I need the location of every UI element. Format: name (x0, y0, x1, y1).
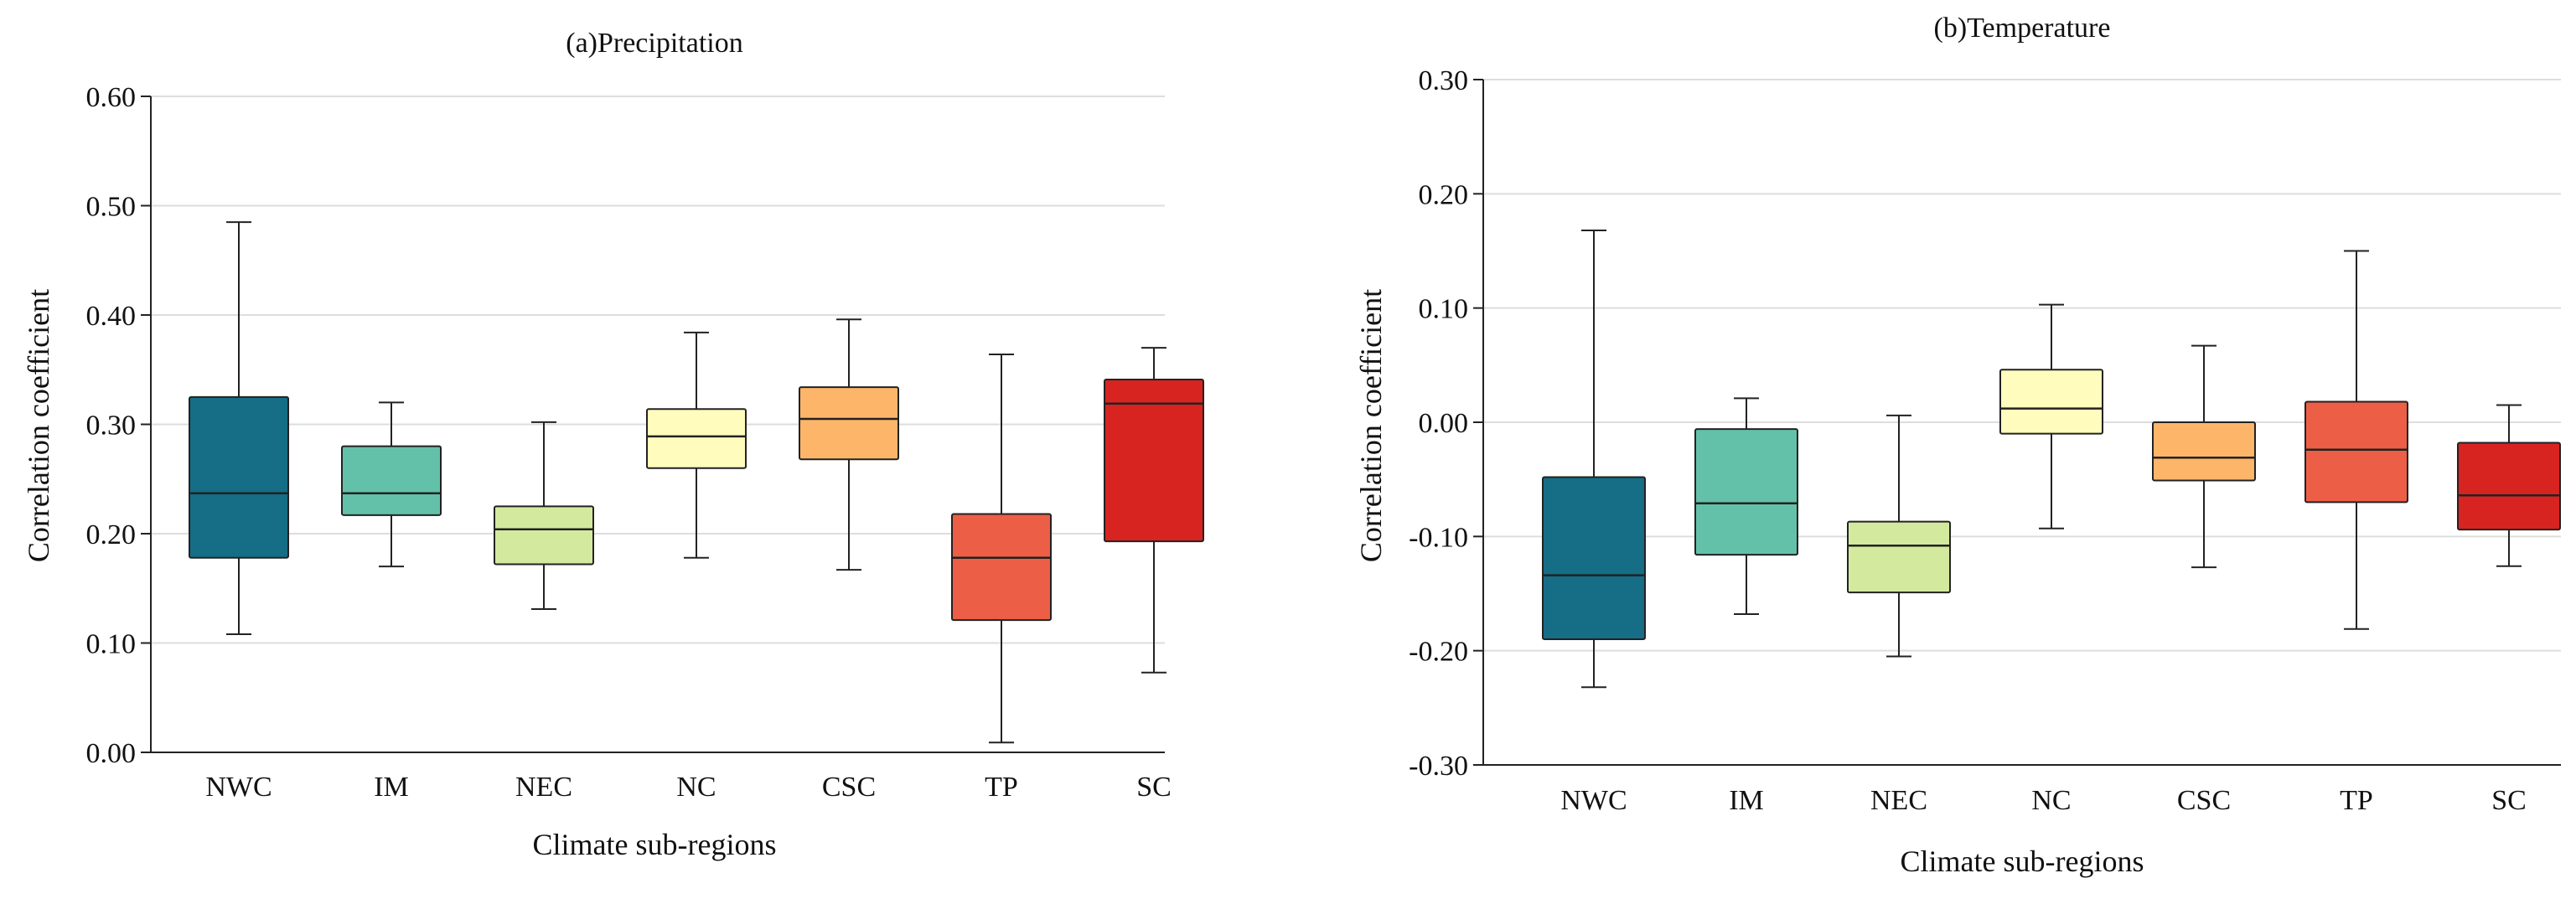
y-tick-label: -0.30 (1409, 751, 1468, 782)
iqr-box (799, 386, 899, 461)
x-tick-label: TP (985, 772, 1018, 803)
x-tick-label: NWC (1560, 785, 1627, 816)
x-tick-label: NEC (1870, 785, 1927, 816)
x-tick-label: CSC (2177, 785, 2231, 816)
iqr-box (494, 505, 594, 566)
y-tick-label: 0.30 (86, 411, 137, 442)
chart-title: (a)Precipitation (566, 28, 742, 59)
box-sc (1104, 347, 1204, 674)
y-tick-label: -0.20 (1409, 637, 1468, 668)
y-tick-label: 0.40 (86, 301, 137, 332)
box-im (1694, 397, 1798, 616)
iqr-box (189, 395, 289, 559)
box-nec (1847, 414, 1951, 658)
y-tick-label: 0.50 (86, 192, 137, 223)
y-tick-label: 0.10 (86, 629, 137, 660)
y-tick-label: 0.10 (1419, 294, 1469, 325)
iqr-box (1694, 428, 1798, 556)
axes: -0.30 -0.20 -0.10 0.00 0.10 0.20 0.30 NWC IM NEC N… (1409, 65, 2561, 816)
x-tick-label: CSC (822, 772, 876, 803)
iqr-box (951, 513, 1052, 622)
y-tick-label: 0.00 (1419, 408, 1469, 439)
box-nec (494, 421, 594, 611)
box-nc (646, 331, 747, 559)
x-tick-label: NC (2031, 785, 2071, 816)
box-tp (2304, 250, 2408, 630)
box-nwc (189, 221, 289, 636)
boxes (189, 221, 1204, 744)
x-tick-label: NEC (515, 772, 572, 803)
box-csc (2152, 344, 2256, 569)
iqr-box (2152, 421, 2256, 482)
panel-temperature: (b)Temperature Correlation coefficient C… (1354, 13, 2561, 878)
x-tick-label: NWC (205, 772, 272, 803)
x-axis-label: Climate sub-regions (533, 828, 777, 861)
y-tick-label: 0.00 (86, 738, 137, 769)
y-tick-label: -0.10 (1409, 522, 1468, 553)
box-tp (951, 353, 1052, 744)
x-tick-label: NC (676, 772, 716, 803)
y-tick-label: 0.20 (86, 519, 137, 550)
y-axis-label: Correlation coefficient (22, 289, 55, 562)
iqr-box (341, 445, 442, 516)
iqr-box (2457, 442, 2561, 531)
x-axis-label: Climate sub-regions (1901, 845, 2144, 878)
box-nc (1999, 303, 2103, 529)
y-tick-label: 0.30 (1419, 65, 1469, 96)
boxes (1542, 229, 2561, 689)
iqr-box (1542, 476, 1646, 641)
x-tick-label: IM (1729, 785, 1764, 816)
x-tick-label: SC (2491, 785, 2527, 816)
axes: 0.00 0.10 0.20 0.30 0.40 0.50 0.60 NWC IM NEC NC CS… (86, 82, 1172, 803)
iqr-box (1999, 369, 2103, 435)
iqr-box (1847, 520, 1951, 594)
grid (151, 96, 1165, 753)
iqr-box (646, 408, 747, 469)
x-tick-label: SC (1136, 772, 1172, 803)
y-tick-label: 0.20 (1419, 179, 1469, 210)
chart-title: (b)Temperature (1934, 13, 2111, 44)
y-axis-label: Correlation coefficient (1354, 289, 1388, 562)
box-nwc (1542, 229, 1646, 689)
iqr-box (2304, 400, 2408, 504)
box-sc (2457, 404, 2561, 567)
panel-precipitation: (a)Precipitation Correlation coefficient… (22, 28, 1204, 861)
box-im (341, 401, 442, 568)
y-tick-label: 0.60 (86, 82, 137, 113)
x-tick-label: IM (374, 772, 409, 803)
box-csc (799, 318, 899, 571)
iqr-box (1104, 378, 1204, 543)
x-tick-label: TP (2340, 785, 2373, 816)
